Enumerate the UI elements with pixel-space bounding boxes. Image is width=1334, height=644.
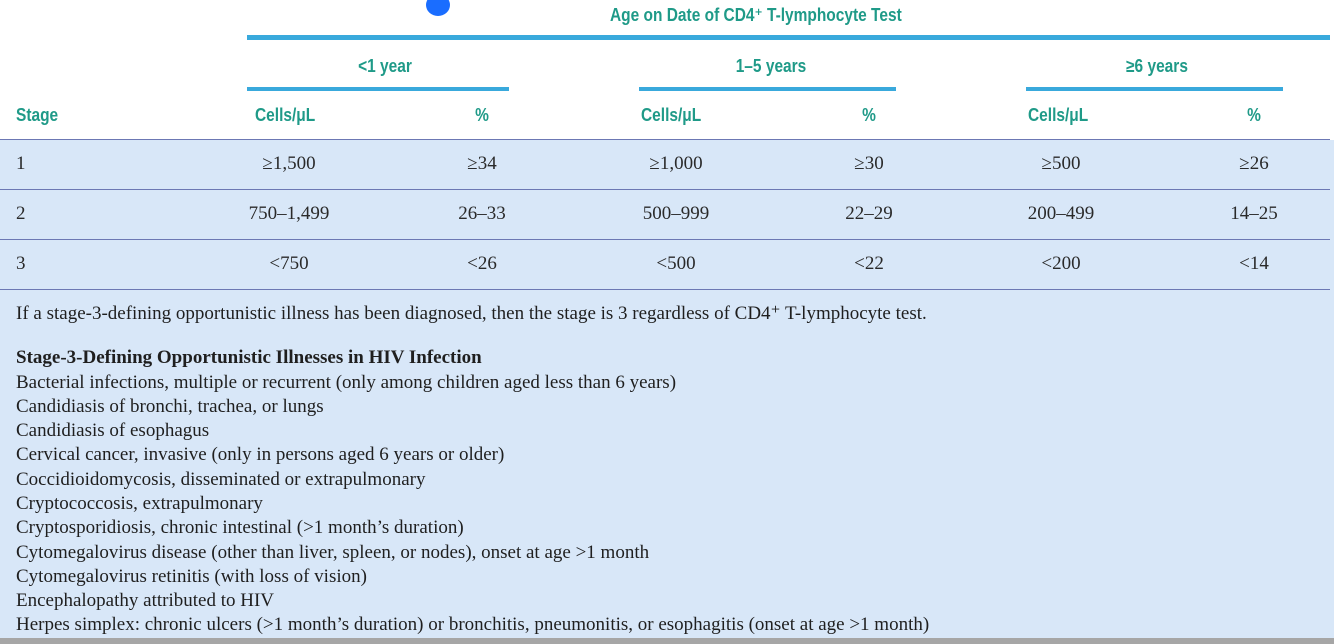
table-cell: 500–999	[642, 203, 710, 224]
table-cell: ≥500	[1041, 153, 1081, 174]
table-cell: ≥30	[854, 153, 884, 174]
table-cell: <200	[1041, 253, 1081, 274]
table-cell: ≥34	[467, 153, 497, 174]
illness-item: Cytomegalovirus retinitis (with loss of …	[16, 565, 367, 587]
footnote-section: If a stage-3-defining opportunistic illn…	[16, 302, 1316, 638]
illness-item: Cytomegalovirus disease (other than live…	[16, 541, 650, 563]
group-header-under-1: <1 year	[358, 56, 412, 76]
table-cell: <14	[1239, 253, 1269, 274]
group-header-1-5: 1–5 years	[735, 56, 807, 76]
pct-header-under-1: %	[475, 105, 489, 125]
pct-header-6-plus: %	[1247, 105, 1261, 125]
cells-header-under-1: Cells/μL	[255, 105, 316, 125]
blue-dot-marker	[426, 0, 450, 16]
table-cell: <750	[269, 253, 309, 274]
stage-3-note: If a stage-3-defining opportunistic illn…	[16, 303, 927, 324]
table-cell: 22–29	[845, 203, 893, 224]
illness-item: Candidiasis of bronchi, trachea, or lung…	[16, 395, 324, 417]
row-divider	[0, 189, 1330, 190]
super-header-rule	[247, 35, 1330, 40]
illness-list-title: Stage-3-Defining Opportunistic Illnesses…	[16, 347, 482, 368]
table-cell: 26–33	[458, 203, 506, 224]
stage-column-header: Stage	[16, 105, 59, 125]
table-cell: 14–25	[1230, 203, 1278, 224]
table-cell: ≥1,500	[262, 153, 316, 174]
illness-item: Bacterial infections, multiple or recurr…	[16, 371, 677, 393]
illness-item: Cryptosporidiosis, chronic intestinal (>…	[16, 517, 464, 539]
illness-item: Encephalopathy attributed to HIV	[16, 590, 275, 612]
row-divider	[0, 289, 1330, 290]
pct-header-1-5: %	[862, 105, 876, 125]
cells-header-6-plus: Cells/μL	[1028, 105, 1089, 125]
table-cell: <26	[467, 253, 497, 274]
age-super-header: Age on Date of CD4⁺ T-lymphocyte Test	[610, 5, 902, 25]
row-divider	[0, 139, 1330, 140]
stage-cell: 1	[16, 153, 26, 174]
bottom-edge-bar	[0, 638, 1334, 644]
cells-header-1-5: Cells/μL	[641, 105, 702, 125]
table-cell: ≥26	[1239, 153, 1269, 174]
group-rule-1-5	[639, 87, 896, 91]
table-cell: <22	[854, 253, 884, 274]
group-rule-under-1	[247, 87, 509, 91]
table-cell: 200–499	[1027, 203, 1095, 224]
table-body-background	[0, 140, 1334, 638]
table-cell: ≥1,000	[649, 153, 703, 174]
table-cell: 750–1,499	[248, 203, 330, 224]
illness-item: Herpes simplex: chronic ulcers (>1 month…	[16, 614, 930, 636]
group-rule-6-plus	[1026, 87, 1283, 91]
table-cell: <500	[656, 253, 696, 274]
group-header-6-plus: ≥6 years	[1126, 56, 1188, 76]
illness-item: Candidiasis of esophagus	[16, 420, 210, 442]
illness-item: Cryptococcosis, extrapulmonary	[16, 492, 263, 514]
illness-item: Cervical cancer, invasive (only in perso…	[16, 444, 505, 466]
row-divider	[0, 239, 1330, 240]
illness-item: Coccidioidomycosis, disseminated or extr…	[16, 468, 426, 490]
stage-cell: 3	[16, 253, 26, 274]
stage-cell: 2	[16, 203, 26, 224]
